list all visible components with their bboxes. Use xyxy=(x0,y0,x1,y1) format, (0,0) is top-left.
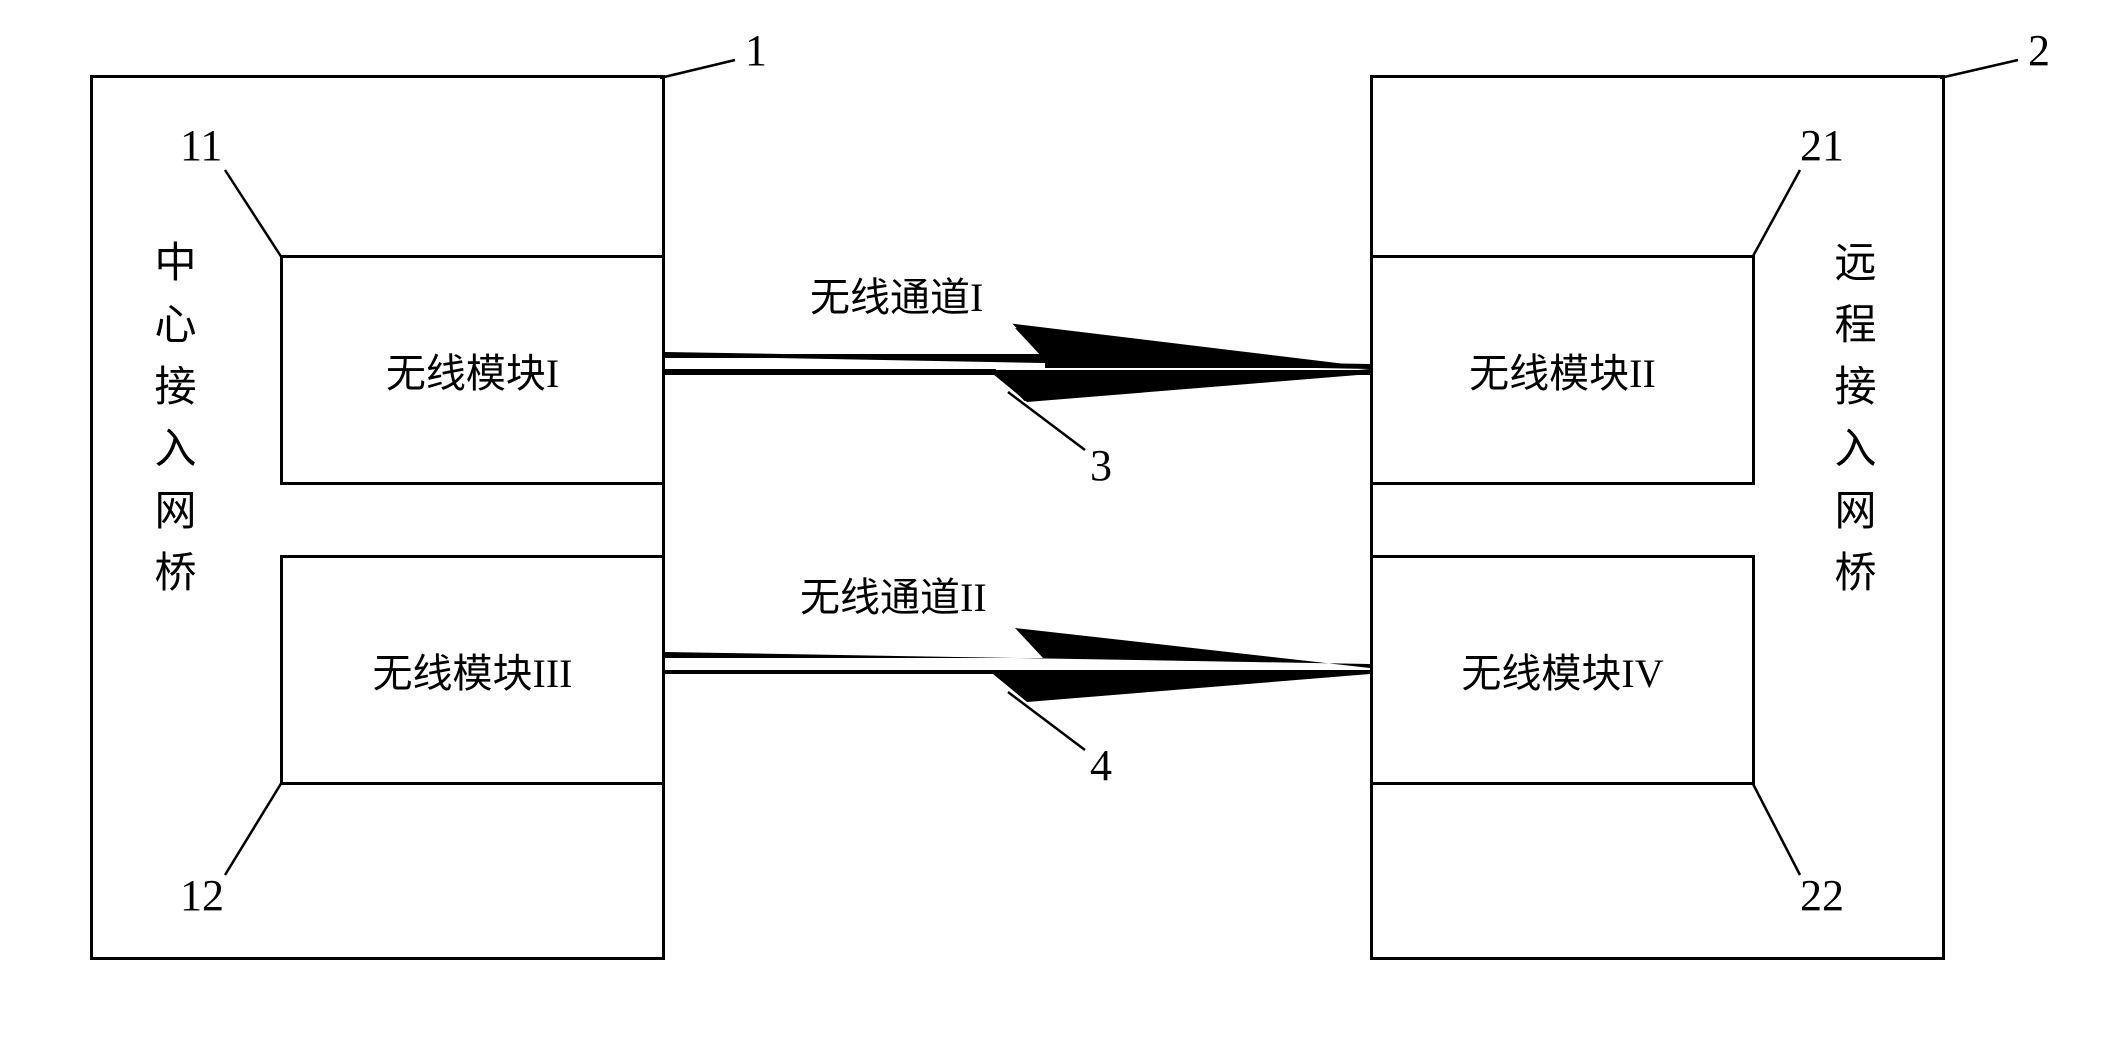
left-module-top-label: 无线模块I xyxy=(386,341,559,399)
channel-bottom-label: 无线通道II xyxy=(800,565,987,623)
right-bridge-vertical-label: 远程接入网桥 xyxy=(1830,240,1872,612)
callout-11: 11 xyxy=(180,120,222,171)
wireless-channel-bottom-icon xyxy=(665,620,1370,715)
left-module-bottom: 无线模块III xyxy=(280,555,665,785)
left-bridge-vertical-label: 中心接入网桥 xyxy=(150,240,192,612)
right-module-top: 无线模块II xyxy=(1370,255,1755,485)
wireless-channel-top-icon xyxy=(665,320,1370,415)
callout-22: 22 xyxy=(1800,870,1844,921)
channel-top-label: 无线通道I xyxy=(810,265,983,323)
callout-1: 1 xyxy=(745,25,767,76)
callout-21: 21 xyxy=(1800,120,1844,171)
callout-12: 12 xyxy=(180,870,224,921)
right-module-bottom-label: 无线模块IV xyxy=(1461,641,1663,699)
left-module-top: 无线模块I xyxy=(280,255,665,485)
callout-2: 2 xyxy=(2028,25,2050,76)
callout-3: 3 xyxy=(1090,440,1112,491)
right-module-top-label: 无线模块II xyxy=(1469,341,1656,399)
callout-4: 4 xyxy=(1090,740,1112,791)
right-module-bottom: 无线模块IV xyxy=(1370,555,1755,785)
left-module-bottom-label: 无线模块III xyxy=(373,641,573,699)
